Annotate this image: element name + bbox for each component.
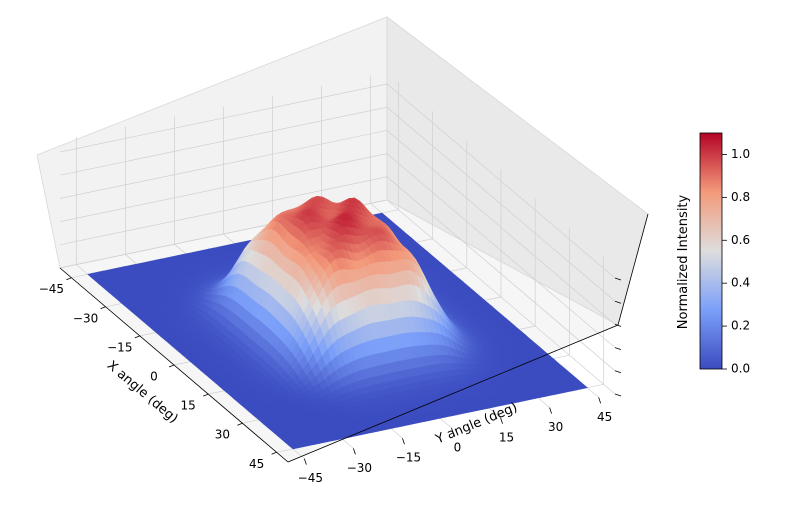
y-tick-label: 45 <box>597 410 612 424</box>
x-tick-mark <box>237 422 243 426</box>
y-tick-mark <box>402 438 405 445</box>
x-tick-label: −15 <box>107 340 132 354</box>
x-tick-label: 30 <box>215 428 230 442</box>
y-tick-mark <box>303 458 307 465</box>
x-tick-mark <box>203 393 209 397</box>
y-tick-label: 0 <box>454 441 462 455</box>
z-tick-mark <box>614 300 622 304</box>
colorbar-bar <box>699 132 723 370</box>
surface-facet <box>288 444 299 450</box>
colorbar-tick-label: 1.0 <box>731 147 750 161</box>
colorbar-tick-label: 0.6 <box>731 233 750 247</box>
x-tick-mark <box>168 364 175 368</box>
x-tick-mark <box>66 277 72 281</box>
x-axis-label: X angle (deg) <box>104 358 181 426</box>
colorbar-tick-label: 0.2 <box>731 319 750 333</box>
z-tick-mark <box>614 324 622 327</box>
y-axis-line <box>287 324 619 463</box>
y-tick-label: −30 <box>347 461 372 475</box>
x-tick-mark <box>134 335 140 339</box>
x-tick-label: −45 <box>39 282 64 296</box>
y-tick-mark <box>353 448 356 455</box>
z-axis <box>614 213 649 397</box>
z-tick-mark <box>614 347 622 350</box>
x-tick-label: 0 <box>150 370 158 384</box>
z-ticks <box>614 277 622 397</box>
wall-grid-line <box>59 199 616 395</box>
colorbar-tick-label: 0.4 <box>731 276 750 290</box>
z-tick-mark <box>614 393 622 397</box>
intensity-surface <box>87 195 588 450</box>
y-tick-label: 15 <box>499 430 514 444</box>
colorbar-ticks: 0.0 0.2 0.4 0.6 0.8 1.0 <box>722 147 750 376</box>
colorbar-label: Normalized Intensity <box>676 194 691 329</box>
z-axis-line <box>617 213 649 326</box>
z-tick-mark <box>614 277 622 281</box>
colorbar: 0.0 0.2 0.4 0.6 0.8 1.0 Normalized Intensity <box>676 132 750 376</box>
y-tick-mark <box>500 417 503 424</box>
y-tick-label: 30 <box>548 420 563 434</box>
y-tick-mark <box>549 407 552 414</box>
y-ticks: −45 −30 −15 0 15 30 45 <box>298 397 612 485</box>
z-tick-mark <box>614 370 622 374</box>
colorbar-tick-label: 0.0 <box>731 362 750 376</box>
wall-grid-line <box>59 106 616 302</box>
colorbar-tick-label: 0.8 <box>731 190 750 204</box>
wall-grid-line <box>59 130 616 325</box>
wall-grid-line <box>59 83 616 279</box>
wall-grid-line <box>59 176 616 372</box>
x-ticks: −45 −30 −15 0 15 30 45 <box>39 277 277 471</box>
x-tick-mark <box>100 306 106 310</box>
y-tick-label: −45 <box>298 471 323 485</box>
x-tick-label: 15 <box>181 399 196 413</box>
y-tick-mark <box>598 397 602 404</box>
x-tick-label: −30 <box>73 311 98 325</box>
y-tick-label: −15 <box>396 451 421 465</box>
x-tick-label: 45 <box>249 457 264 471</box>
y-tick-mark <box>451 427 454 435</box>
wall-grid-line <box>59 153 616 348</box>
x-tick-mark <box>271 451 277 455</box>
